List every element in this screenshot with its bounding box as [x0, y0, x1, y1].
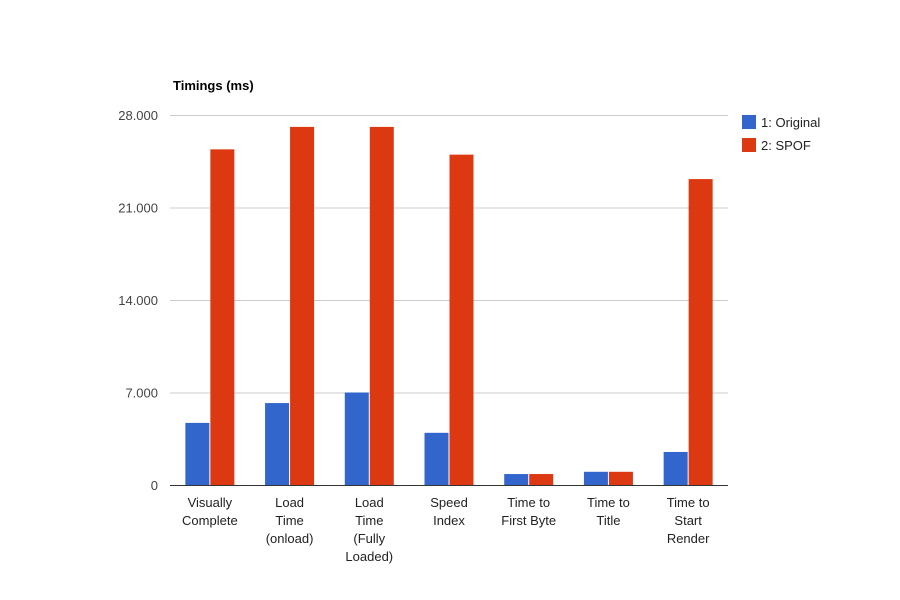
x-tick-label: First Byte: [501, 513, 556, 528]
y-tick-label: 0: [151, 478, 158, 493]
bar-spof[interactable]: [210, 149, 235, 485]
y-tick-label: 14.000: [118, 293, 158, 308]
bar-spof[interactable]: [688, 179, 713, 485]
y-tick-label: 28.000: [118, 108, 158, 123]
bar-original[interactable]: [504, 474, 529, 485]
y-axis-ticks: 0 7.000 14.000 21.000 28.000: [118, 108, 158, 493]
legend: 1: Original 2: SPOF: [742, 115, 820, 153]
x-tick-label: Time to: [587, 495, 630, 510]
bar-original[interactable]: [185, 422, 210, 485]
legend-swatch: [742, 138, 756, 152]
x-tick-label: Time to: [667, 495, 710, 510]
bar-spof[interactable]: [608, 471, 633, 485]
legend-label[interactable]: 2: SPOF: [761, 138, 811, 153]
x-tick-label: Render: [667, 531, 710, 546]
bar-spof[interactable]: [369, 126, 394, 486]
x-tick-label: Time to: [507, 495, 550, 510]
x-tick-label: Loaded): [345, 549, 393, 564]
x-tick-label: Visually: [188, 495, 233, 510]
x-tick-label: Time: [355, 513, 383, 528]
bars: [185, 126, 713, 486]
x-tick-label: Index: [433, 513, 465, 528]
x-tick-label: Title: [596, 513, 620, 528]
x-tick-label: Time: [275, 513, 303, 528]
bar-spof[interactable]: [529, 474, 554, 485]
x-tick-label: (Fully: [353, 531, 385, 546]
y-tick-label: 21.000: [118, 201, 158, 216]
y-tick-label: 7.000: [125, 386, 158, 401]
bar-original[interactable]: [265, 403, 290, 485]
legend-label[interactable]: 1: Original: [761, 115, 820, 130]
bar-original[interactable]: [663, 451, 688, 485]
bar-original[interactable]: [344, 392, 369, 486]
bar-original[interactable]: [424, 432, 449, 485]
x-tick-label: Load: [275, 495, 304, 510]
legend-swatch: [742, 115, 756, 129]
gridlines: [170, 115, 728, 394]
bar-original[interactable]: [583, 471, 608, 485]
bar-spof[interactable]: [449, 154, 474, 485]
x-tick-label: Complete: [182, 513, 238, 528]
x-tick-label: Start: [674, 513, 702, 528]
chart-title: Timings (ms): [173, 78, 254, 93]
x-tick-label: Load: [355, 495, 384, 510]
x-tick-label: (onload): [266, 531, 314, 546]
x-tick-label: Speed: [430, 495, 468, 510]
bar-spof[interactable]: [290, 126, 315, 486]
x-axis-labels: Visually Complete Load Time (onload) Load Time…: [182, 495, 710, 564]
